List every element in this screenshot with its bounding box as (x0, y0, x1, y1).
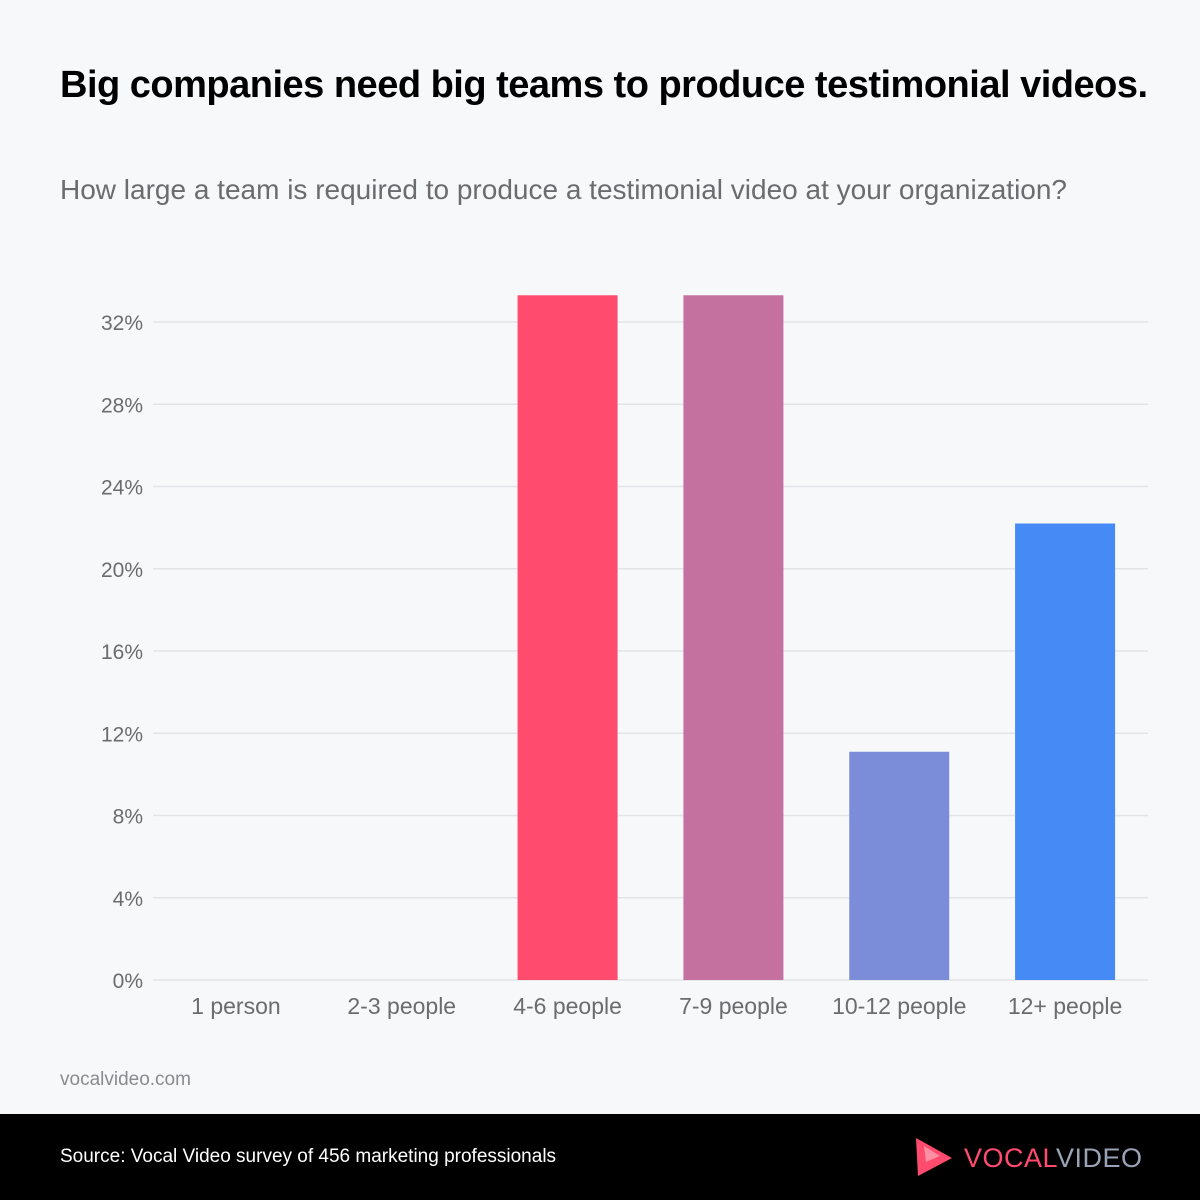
x-tick-label: 2-3 people (347, 993, 456, 1019)
y-tick-label: 32% (101, 312, 143, 335)
bar (683, 295, 784, 980)
footer: Source: Vocal Video survey of 456 market… (0, 1114, 1200, 1200)
y-tick-label: 0% (113, 970, 143, 993)
x-tick-label: 4-6 people (513, 993, 622, 1019)
x-tick-label: 12+ people (1008, 993, 1122, 1019)
y-tick-label: 20% (101, 559, 143, 582)
bar-chart: 0% 4% 8% 12% 16% 20% 24% 28% 32% 1 person 2-3 peop… (101, 295, 1148, 1019)
y-tick-label: 4% (113, 888, 143, 911)
bar (517, 295, 618, 980)
bar (849, 751, 950, 980)
y-tick-label: 12% (101, 723, 143, 746)
y-tick-label: 16% (101, 641, 143, 664)
chart-title: Big companies need big teams to produce … (60, 64, 1148, 106)
y-tick-label: 24% (101, 477, 143, 500)
vocal-video-logo: VOCALVIDEO (916, 1138, 1143, 1176)
site-url: vocalvideo.com (60, 1069, 191, 1090)
svg-text:VOCALVIDEO: VOCALVIDEO (964, 1143, 1143, 1173)
x-tick-label: 1 person (191, 993, 281, 1019)
y-tick-label: 8% (113, 806, 143, 829)
x-tick-label: 7-9 people (679, 993, 788, 1019)
bar (1015, 523, 1116, 980)
source-text: Source: Vocal Video survey of 456 market… (60, 1146, 557, 1167)
y-tick-label: 28% (101, 394, 143, 417)
x-tick-label: 10-12 people (832, 993, 966, 1019)
chart-subtitle: How large a team is required to produce … (60, 174, 1068, 205)
